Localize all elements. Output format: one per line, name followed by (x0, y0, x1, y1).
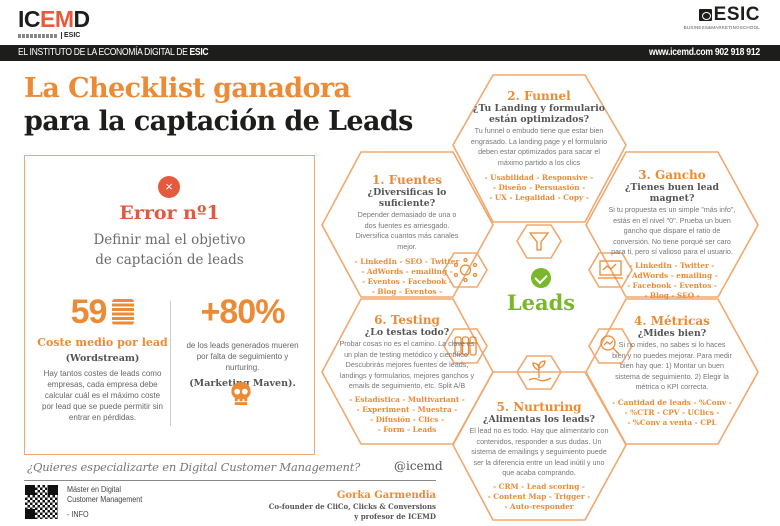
stat-source: (Wordstream) (65, 353, 140, 364)
stat-divider (170, 301, 171, 426)
hex-card-testing: 6. Testing ¿Lo testas todo? Probar cosas… (335, 313, 479, 435)
hex-question: ¿Tu Landing y formulario están optimizad… (473, 103, 605, 125)
master-info[interactable]: Máster en Digital Customer Management - … (67, 485, 143, 519)
hex-tags: - Estadística - Multivariant -- Experime… (349, 394, 465, 434)
stat-lost-leads: +80% de los leads generados mueren por f… (175, 294, 310, 389)
hex-body: Si tu propuesta es un simple "más info",… (608, 205, 736, 256)
hex-card-nurturing: 5. Nurturing ¿Alimentas los leads? El le… (467, 400, 611, 512)
hex-question: ¿Tienes buen lead magnet? (624, 182, 720, 204)
stat-body: de los leads generados mueren por falta … (186, 341, 299, 372)
hex-body: Depender demasiado de una o dos fuentes … (355, 210, 459, 251)
hex-title: 3. Gancho (638, 168, 706, 182)
hex-body: Probar cosas no es el camino. La clave e… (339, 339, 475, 390)
info-link[interactable]: - INFO (67, 510, 89, 519)
institute-tagline: EL INSTITUTO DE LA ECONOMÍA DIGITAL DE E… (18, 47, 209, 58)
hex-card-funnel: 2. Funnel ¿Tu Landing y formulario están… (467, 89, 611, 203)
esic-shield-icon (698, 9, 712, 21)
skull-icon (231, 381, 251, 406)
hex-card-gancho: 3. Gancho ¿Tienes buen lead magnet? Si t… (605, 168, 739, 301)
stat-body: Hay tantos costes de leads como empresas… (42, 369, 163, 422)
hex-tags: - Cantidad de leads - %Conv -- %CTR - CP… (612, 397, 732, 427)
coins-icon (112, 299, 135, 325)
stat-cost-per-lead: 59 Coste medio por lead (Wordstream) Hay… (35, 294, 170, 423)
title-line-1: La Checklist ganadora (24, 73, 351, 104)
leads-center: Leads (498, 268, 584, 315)
hex-title: 1. Fuentes (371, 173, 443, 187)
icemd-sub-brand: ESIC (61, 32, 80, 39)
author-credit: Gorka Garmendia Co-founder de CliCo, Cli… (269, 490, 436, 522)
qr-code[interactable] (25, 485, 58, 519)
esic-tagline: BUSINESS&MARKETINGSCHOOL (683, 25, 760, 30)
esic-logo[interactable]: ESIC BUSINESS&MARKETINGSCHOOL (683, 4, 760, 30)
hex-card-fuentes: 1. Fuentes ¿Diversificas lo suficiente? … (340, 173, 474, 297)
hex-card-metricas: 4. Métricas ¿Mides bien? Si no mides, no… (603, 314, 741, 428)
hex-body: El lead no es todo. Hay que alimentarlo … (469, 426, 609, 477)
icemd-tagline-bar (18, 33, 58, 38)
stat-label: Coste medio por lead (37, 336, 168, 349)
header-band: EL INSTITUTO DE LA ECONOMÍA DIGITAL DE E… (0, 45, 780, 61)
hex-question: ¿Lo testas todo? (364, 327, 450, 338)
hex-tags: - CRM - Lead scoring -- Content Map - Tr… (487, 481, 591, 511)
contact-info[interactable]: www.icemd.com 902 918 912 (649, 47, 760, 58)
hex-tags: - LinkedIn - SEO - Twitter - AdWords - em… (354, 257, 460, 296)
cta-question: ¿Quieres especializarte en Digital Custo… (27, 460, 361, 474)
author-role: Co-founder de CliCo, Clicks & Conversion… (268, 502, 436, 521)
error-panel: × Error nº1 Definir mal el objetivo de c… (24, 155, 315, 455)
icemd-subline: ESIC (18, 32, 90, 39)
hex-question: ¿Mides bien? (637, 328, 707, 339)
footer-divider (24, 480, 436, 481)
close-circle-icon: × (158, 176, 180, 198)
title-line-2: para la captación de Leads (24, 106, 413, 137)
hex-title: 6. Testing (374, 313, 440, 327)
twitter-handle[interactable]: @icemd (394, 459, 443, 473)
hex-title: 2. Funnel (507, 89, 571, 103)
hex-tags: - LinkedIn - Twitter -- AdWords - emaili… (626, 260, 718, 300)
check-circle-icon (531, 268, 551, 288)
error-title: Error nº1 (119, 202, 220, 224)
icemd-wordmark: ICEMD (18, 6, 90, 32)
hex-body: Si no mides, no sabes si lo haces bien y… (612, 340, 732, 391)
hex-question: ¿Diversificas lo suficiente? (367, 187, 447, 209)
stat-value: 59 (71, 294, 135, 330)
stat-value: +80% (200, 293, 286, 331)
esic-wordmark: ESIC (713, 4, 760, 25)
hex-body: Tu funnel o embudo tiene que estar bien … (470, 126, 608, 167)
hex-title: 4. Métricas (634, 314, 710, 328)
hex-tags: - Usabilidad - Responsive -- Diseño - Pe… (484, 173, 594, 202)
leads-label: Leads (506, 290, 576, 315)
plant-hand-icon (528, 360, 552, 382)
hex-title: 5. Nurturing (496, 400, 582, 414)
funnel-icon (528, 232, 550, 251)
author-name: Gorka Garmendia (336, 490, 436, 501)
hex-question: ¿Alimentas los leads? (483, 414, 595, 425)
icemd-logo[interactable]: ICEMD ESIC (18, 8, 90, 39)
page-title: La Checklist ganadora para la captación … (24, 72, 413, 138)
error-description: Definir mal el objetivo de captación de … (93, 232, 246, 268)
